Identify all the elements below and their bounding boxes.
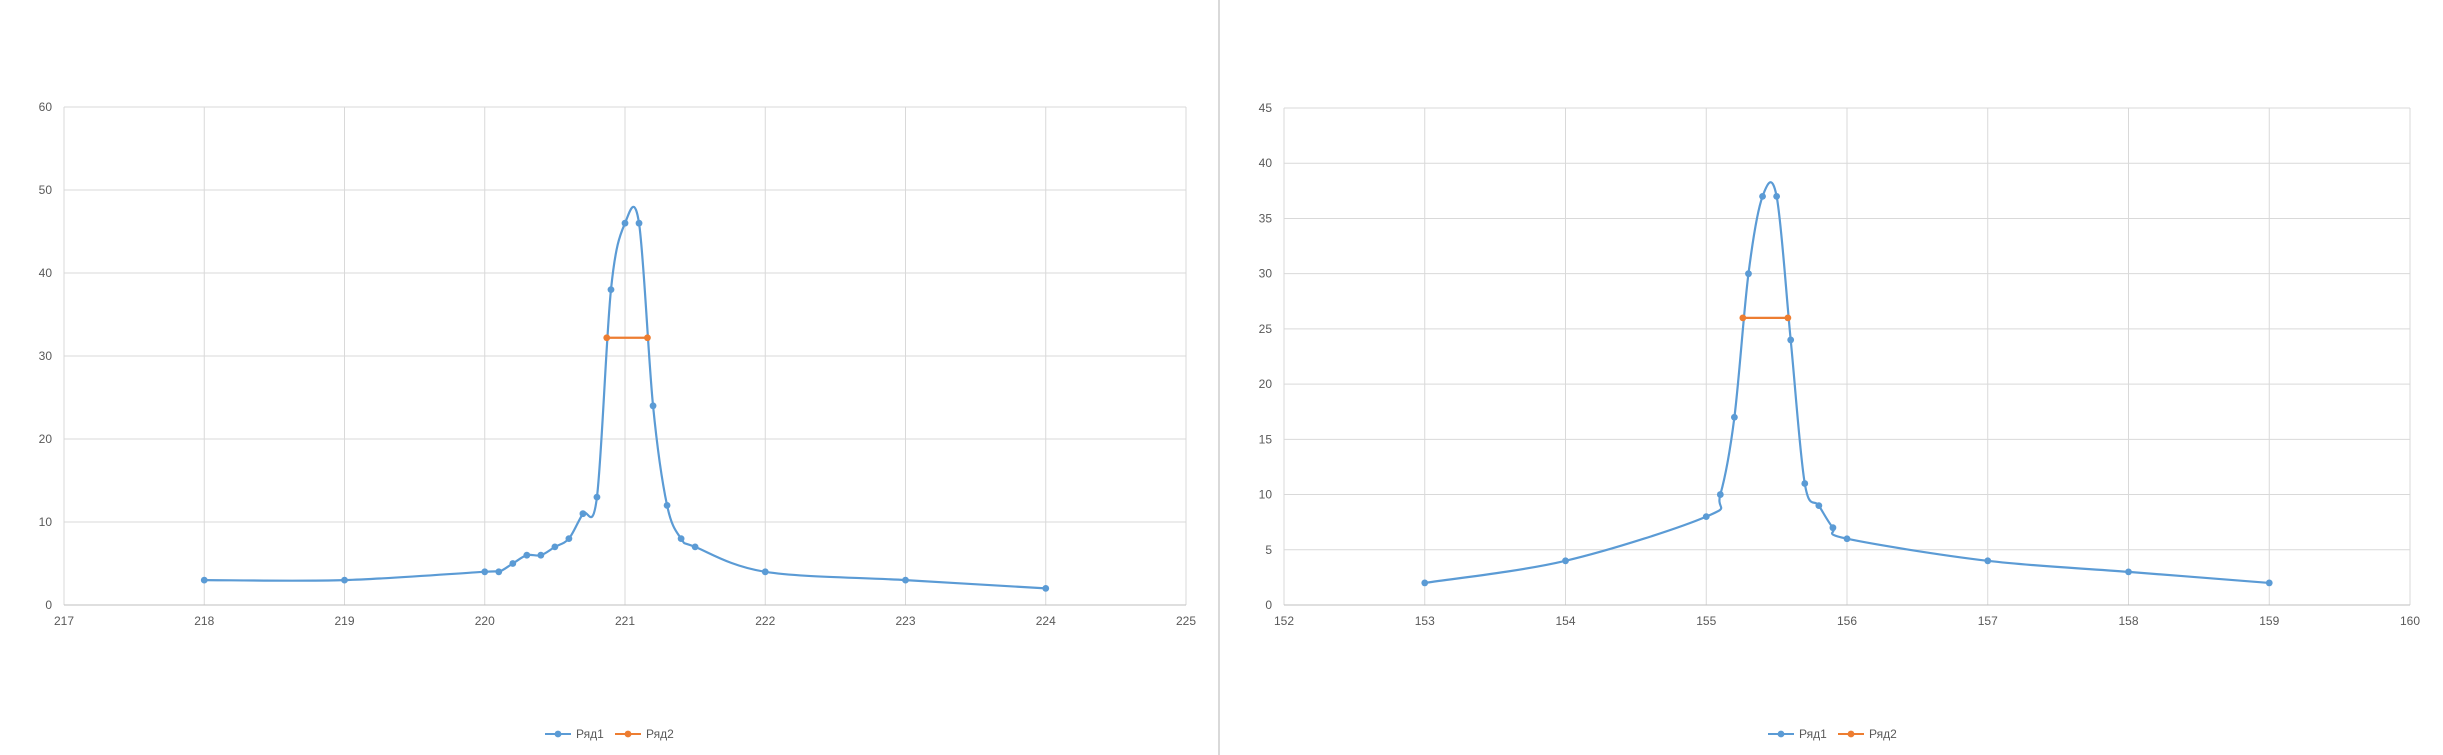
chart-left-xtick-label: 220 <box>475 614 495 628</box>
chart-left-legend-series-2-label: Ряд2 <box>646 727 674 741</box>
chart-left-xtick-label: 225 <box>1176 614 1196 628</box>
chart-left-legend-series-2-marker <box>624 730 632 738</box>
chart-left-ytick-label: 10 <box>39 515 53 529</box>
chart-left-xtick-label: 218 <box>194 614 214 628</box>
chart-left-series-1-point <box>341 576 348 584</box>
chart-left-ytick-label: 60 <box>39 100 53 114</box>
chart-left-ytick-label: 0 <box>45 598 52 612</box>
chart-right-series-1-point <box>1421 579 1429 587</box>
chart-right-ytick-label: 0 <box>1265 598 1272 612</box>
chart-left-series-1-point <box>902 576 909 584</box>
chart-right-series-1-point <box>1702 513 1710 521</box>
chart-right-ytick-label: 15 <box>1259 432 1273 446</box>
chart-right-xtick-label: 157 <box>1978 614 1998 628</box>
chart-left-series-1-point <box>579 510 587 518</box>
chart-left-series-1-point <box>677 535 685 542</box>
chart-right-xtick-label: 153 <box>1415 614 1435 628</box>
chart-right-xtick-label: 160 <box>2400 614 2420 628</box>
chart-right-xtick-label: 158 <box>2118 614 2138 628</box>
chart-right-series-1-point <box>1984 557 1992 565</box>
chart-left-xtick-label: 219 <box>334 614 354 628</box>
chart-left-xtick-label: 217 <box>54 614 74 628</box>
chart-left-ytick-label: 20 <box>39 432 53 446</box>
chart-left-series-1-point <box>551 543 559 551</box>
chart-right-series-1-point <box>2125 568 2132 576</box>
chart-right-series-1-point <box>1843 535 1851 543</box>
chart-left-series-1-point <box>481 568 489 576</box>
chart-left-series-1-point <box>565 535 573 542</box>
chart-right-xtick-label: 156 <box>1837 614 1857 628</box>
chart-right-series-1-point <box>1801 480 1809 487</box>
chart-right-ytick-label: 10 <box>1259 488 1273 502</box>
chart-left-series-1-point <box>635 219 643 227</box>
chart-right-series-1-line <box>1424 181 2270 585</box>
chart-right-legend-series-1-label: Ряд1 <box>1799 727 1827 741</box>
chart-right: 152 153 154 155 156 157 158 159 160 0 5 10 15 20 25 30 3… <box>1221 0 2443 755</box>
chart-right-series-1-point <box>1829 524 1837 532</box>
chart-left-xtick-label: 222 <box>755 614 775 628</box>
chart-right-xtick-label: 152 <box>1274 614 1294 628</box>
chart-left-series-1-point <box>200 576 208 584</box>
chart-left-series-2-point <box>603 334 611 342</box>
chart-left-svg: 217 218 219 220 221 222 223 224 225 0 10 20 30 40 50 60… <box>39 100 1197 741</box>
chart-right-xtick-label: 155 <box>1696 614 1716 628</box>
chart-left-series-1-point <box>761 568 769 576</box>
chart-left-xtick-label: 223 <box>895 614 915 628</box>
chart-right-svg: 152 153 154 155 156 157 158 159 160 0 5 10 15 20 25 30 3… <box>1259 101 2421 741</box>
chart-left-series-1-point <box>663 502 671 509</box>
chart-left-series-1-point <box>649 402 657 410</box>
chart-right-series-1-point <box>1562 557 1569 565</box>
chart-right-series-1-point <box>1759 192 1766 200</box>
chart-left-ytick-label: 30 <box>39 349 53 363</box>
chart-right-series-1-point <box>1787 336 1795 344</box>
chart-right-legend-series-2-label: Ряд2 <box>1869 727 1897 741</box>
chart-left-xtick-label: 224 <box>1036 614 1056 628</box>
chart-right-ytick-label: 5 <box>1265 543 1272 557</box>
chart-right-series-1-point <box>1716 491 1724 498</box>
chart-right-series-2-point <box>1784 314 1792 322</box>
chart-right-ytick-label: 40 <box>1259 156 1273 170</box>
chart-right-series-1-point <box>2265 579 2273 587</box>
chart-right-ytick-label: 35 <box>1259 211 1273 225</box>
chart-left-series-1-point <box>495 568 503 576</box>
chart-left-series-1-point <box>607 286 615 293</box>
chart-right-legend-series-1-marker <box>1777 730 1785 738</box>
chart-left-series-2-point <box>644 334 651 342</box>
chart-left-series-1-point <box>1042 585 1050 592</box>
chart-right-ytick-label: 30 <box>1259 267 1273 281</box>
chart-right-ytick-label: 45 <box>1259 101 1273 115</box>
chart-right-legend-series-2-marker <box>1847 730 1855 738</box>
chart-left-series-1-point <box>537 551 545 559</box>
chart-left: 217 218 219 220 221 222 223 224 225 0 10 20 30 40 50 60… <box>0 0 1218 755</box>
chart-left-series-1-point <box>523 551 531 559</box>
chart-left-series-1-point <box>691 543 699 551</box>
chart-right-series-2-point <box>1739 314 1747 322</box>
chart-left-series-1-point <box>509 560 517 567</box>
chart-left-ytick-label: 40 <box>39 266 53 280</box>
chart-left-ytick-label: 50 <box>39 183 53 197</box>
chart-right-series-1-point <box>1815 502 1823 509</box>
chart-right-series-1-point <box>1731 413 1738 421</box>
chart-left-series-1-point <box>621 219 629 227</box>
chart-right-series-1-point <box>1773 192 1781 200</box>
panel-divider <box>1218 0 1220 755</box>
chart-left-xtick-label: 221 <box>615 614 635 628</box>
chart-right-series-1-point <box>1745 270 1752 278</box>
chart-right-xtick-label: 159 <box>2259 614 2279 628</box>
chart-right-xtick-label: 154 <box>1555 614 1575 628</box>
chart-right-ytick-label: 25 <box>1259 322 1273 336</box>
chart-left-legend-series-1-marker <box>554 730 562 738</box>
chart-left-series-1-point <box>593 493 601 501</box>
chart-right-ytick-label: 20 <box>1259 377 1273 391</box>
chart-left-legend-series-1-label: Ряд1 <box>576 727 604 741</box>
